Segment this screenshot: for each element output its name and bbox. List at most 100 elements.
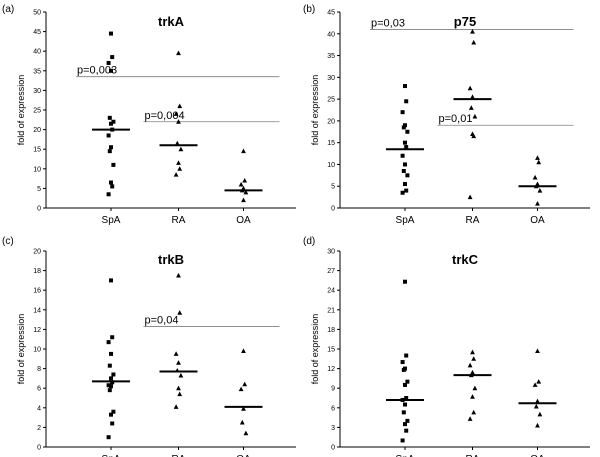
y-tick-label: 10 [327, 162, 335, 169]
y-tick-label: 21 [327, 307, 335, 314]
data-point-triangle [536, 379, 542, 384]
data-point-square [111, 409, 116, 414]
data-point-square [107, 149, 112, 154]
y-tick-label: 35 [33, 68, 41, 75]
y-tick-label: 18 [33, 268, 41, 275]
chart-title: trkA [158, 14, 185, 29]
data-point-triangle [177, 103, 183, 109]
data-point-square [400, 190, 405, 195]
data-point-triangle [178, 372, 184, 378]
y-tick-label: 0 [331, 445, 335, 452]
chart-title: trkC [452, 252, 479, 267]
data-point-square [404, 99, 409, 104]
data-point-square [403, 123, 407, 128]
data-point-triangle [243, 189, 249, 195]
x-tick-label: OA [530, 215, 545, 226]
data-point-square [107, 363, 112, 368]
data-point-triangle [470, 29, 475, 34]
data-point-square [401, 168, 406, 173]
y-tick-label: 45 [327, 10, 335, 17]
data-point-triangle [173, 172, 179, 177]
data-point-triangle [467, 194, 473, 200]
y-tick-label: 20 [33, 127, 41, 134]
x-tick-label: OA [530, 454, 545, 457]
data-point-triangle [471, 39, 477, 45]
data-point-square [403, 422, 407, 427]
y-tick-label: 25 [327, 97, 335, 104]
data-point-triangle [467, 416, 473, 421]
data-point-triangle [176, 360, 181, 365]
y-tick-label: 20 [327, 118, 335, 125]
data-point-square [109, 145, 113, 150]
data-point-triangle [177, 391, 183, 397]
y-tick-label: 6 [37, 386, 41, 393]
data-point-square [404, 428, 409, 433]
data-point-triangle [467, 362, 473, 368]
y-tick-label: 10 [33, 166, 41, 173]
y-tick-label: 40 [327, 31, 335, 38]
y-tick-label: 50 [33, 10, 41, 17]
x-tick-label: SpA [102, 215, 121, 226]
data-point-triangle [471, 409, 477, 415]
y-axis-label: fold of expression [310, 314, 320, 385]
data-point-triangle [173, 351, 179, 356]
data-point-square [110, 421, 115, 426]
p-value-label: p=0,04 [145, 314, 179, 326]
data-point-square [110, 184, 115, 189]
x-tick-label: OA [236, 454, 251, 457]
data-point-square [107, 388, 112, 393]
data-point-square [400, 438, 405, 443]
p-value-label: p=0,003 [77, 65, 117, 77]
y-tick-label: 10 [33, 347, 41, 354]
data-point-square [404, 396, 409, 400]
p-value-label: p=0,004 [145, 110, 185, 122]
data-point-triangle [177, 166, 183, 171]
y-tick-label: 12 [33, 327, 41, 334]
data-point-triangle [173, 404, 179, 409]
data-point-triangle [470, 94, 475, 99]
data-point-square [404, 353, 409, 358]
data-point-square [110, 55, 115, 60]
data-point-square [403, 279, 407, 284]
data-point-triangle [241, 148, 246, 154]
data-point-triangle [535, 398, 540, 404]
data-point-triangle [472, 113, 478, 119]
data-point-square [401, 125, 406, 130]
x-tick-label: SpA [396, 215, 415, 226]
y-tick-label: 24 [327, 288, 335, 295]
data-point-square [404, 188, 409, 193]
data-point-square [404, 145, 409, 150]
data-point-square [107, 115, 112, 120]
y-tick-label: 15 [327, 140, 335, 147]
data-point-triangle [535, 348, 540, 353]
y-tick-label: 27 [327, 268, 335, 275]
data-point-triangle [176, 160, 181, 165]
y-tick-label: 5 [331, 184, 335, 191]
data-point-square [109, 384, 113, 389]
data-point-square [401, 367, 406, 372]
data-point-square [403, 182, 407, 187]
y-tick-label: 35 [327, 53, 335, 60]
data-point-triangle [535, 422, 540, 428]
data-point-triangle [243, 430, 249, 436]
data-point-square [403, 402, 407, 407]
y-tick-label: 0 [37, 206, 41, 213]
data-point-square [109, 278, 113, 283]
data-point-triangle [468, 105, 474, 110]
data-point-triangle [535, 155, 540, 160]
y-tick-label: 0 [37, 445, 41, 452]
data-point-triangle [178, 146, 184, 152]
data-point-square [109, 376, 113, 381]
data-point-square [401, 410, 406, 415]
y-tick-label: 4 [37, 405, 41, 412]
y-axis-label: fold of expression [16, 314, 26, 385]
data-point-triangle [467, 85, 473, 91]
y-tick-label: 45 [33, 29, 41, 36]
data-point-triangle [533, 403, 539, 409]
data-point-triangle [242, 177, 248, 183]
data-point-triangle [471, 356, 477, 361]
y-tick-label: 16 [33, 288, 41, 295]
data-point-square [403, 84, 407, 89]
data-point-triangle [532, 382, 538, 387]
y-tick-label: 15 [33, 147, 41, 154]
